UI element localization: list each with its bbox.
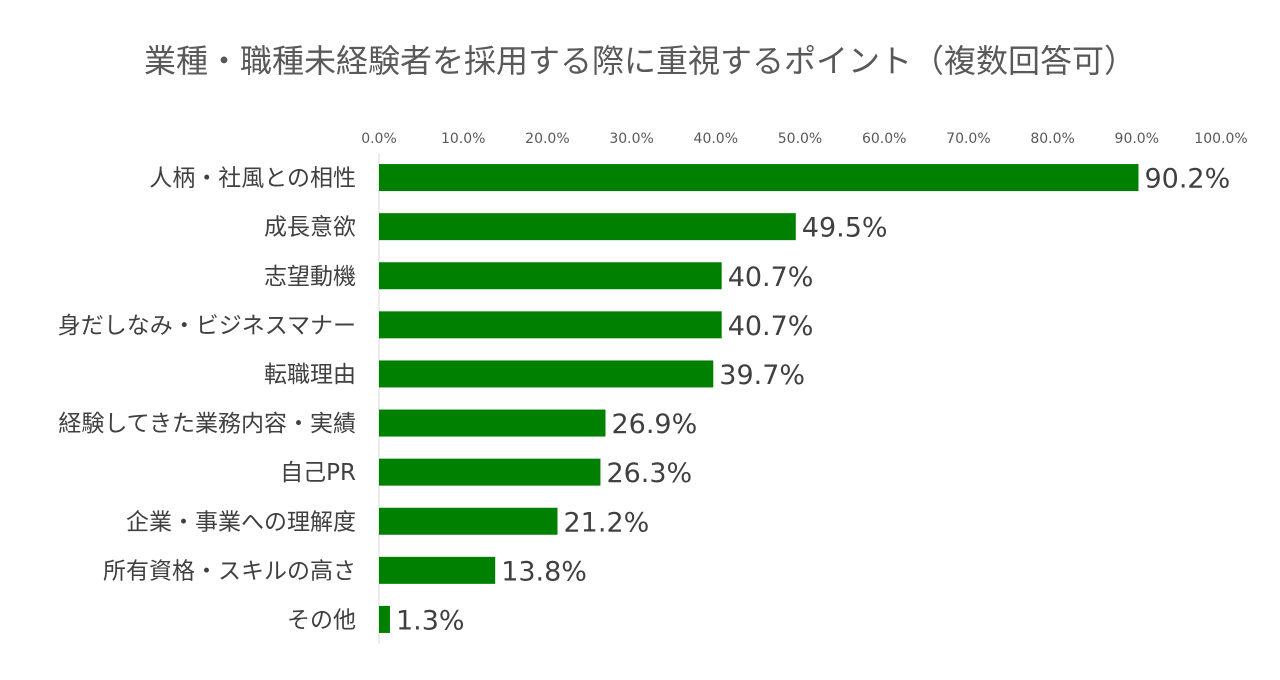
- category-label: 志望動機: [264, 264, 356, 290]
- x-axis-ticks: 0.0% 10.0% 20.0% 30.0% 40.0% 50.0% 60.0% 70.0% 8…: [361, 131, 1247, 147]
- category-labels: 人柄・社風との相性成長意欲志望動機身だしなみ・ビジネスマナー転職理由経験してきた…: [58, 166, 356, 634]
- category-label: 転職理由: [264, 362, 356, 388]
- x-tick-label: 50.0%: [778, 131, 822, 147]
- bar: [379, 409, 606, 437]
- category-label: 身だしなみ・ビジネスマナー: [58, 313, 356, 339]
- category-label: 経験してきた業務内容・実績: [58, 411, 356, 437]
- bar: [379, 311, 722, 339]
- category-label: 人柄・社風との相性: [149, 166, 356, 192]
- x-tick-label: 60.0%: [862, 131, 906, 147]
- bar: [379, 458, 601, 486]
- data-label: 49.5%: [802, 213, 888, 244]
- x-tick-label: 30.0%: [609, 131, 653, 147]
- bar: [379, 360, 714, 388]
- x-tick-label: 0.0%: [361, 131, 397, 147]
- data-label: 39.7%: [719, 360, 805, 391]
- data-label: 26.9%: [611, 409, 697, 440]
- bar: [379, 213, 796, 241]
- data-label: 21.2%: [564, 507, 650, 538]
- category-label: その他: [287, 607, 356, 633]
- bar: [379, 164, 1139, 192]
- bar: [379, 507, 558, 535]
- bars: [379, 164, 1139, 633]
- x-tick-label: 100.0%: [1194, 131, 1247, 147]
- data-label: 1.3%: [396, 605, 465, 636]
- x-tick-label: 10.0%: [441, 131, 485, 147]
- data-label: 40.7%: [728, 311, 814, 342]
- bar: [379, 605, 390, 633]
- x-tick-label: 90.0%: [1115, 131, 1159, 147]
- bar: [379, 262, 722, 290]
- x-tick-label: 70.0%: [946, 131, 990, 147]
- data-label: 26.3%: [606, 458, 692, 489]
- bar: [379, 556, 496, 584]
- category-label: 所有資格・スキルの高さ: [103, 558, 356, 584]
- category-label: 自己PR: [280, 460, 356, 486]
- data-label: 13.8%: [501, 556, 587, 587]
- x-tick-label: 40.0%: [694, 131, 738, 147]
- category-label: 成長意欲: [264, 215, 356, 241]
- data-label: 40.7%: [728, 262, 814, 293]
- value-labels: 90.2% 49.5% 40.7% 40.7% 39.7% 26.9% 26.3% 21.2%…: [396, 164, 1230, 637]
- category-label: 企業・事業への理解度: [126, 509, 356, 535]
- x-tick-label: 20.0%: [525, 131, 569, 147]
- chart-title: 業種・職種未経験者を採用する際に重視するポイント（複数回答可）: [144, 42, 1136, 80]
- x-tick-label: 80.0%: [1030, 131, 1074, 147]
- data-label: 90.2%: [1144, 164, 1230, 195]
